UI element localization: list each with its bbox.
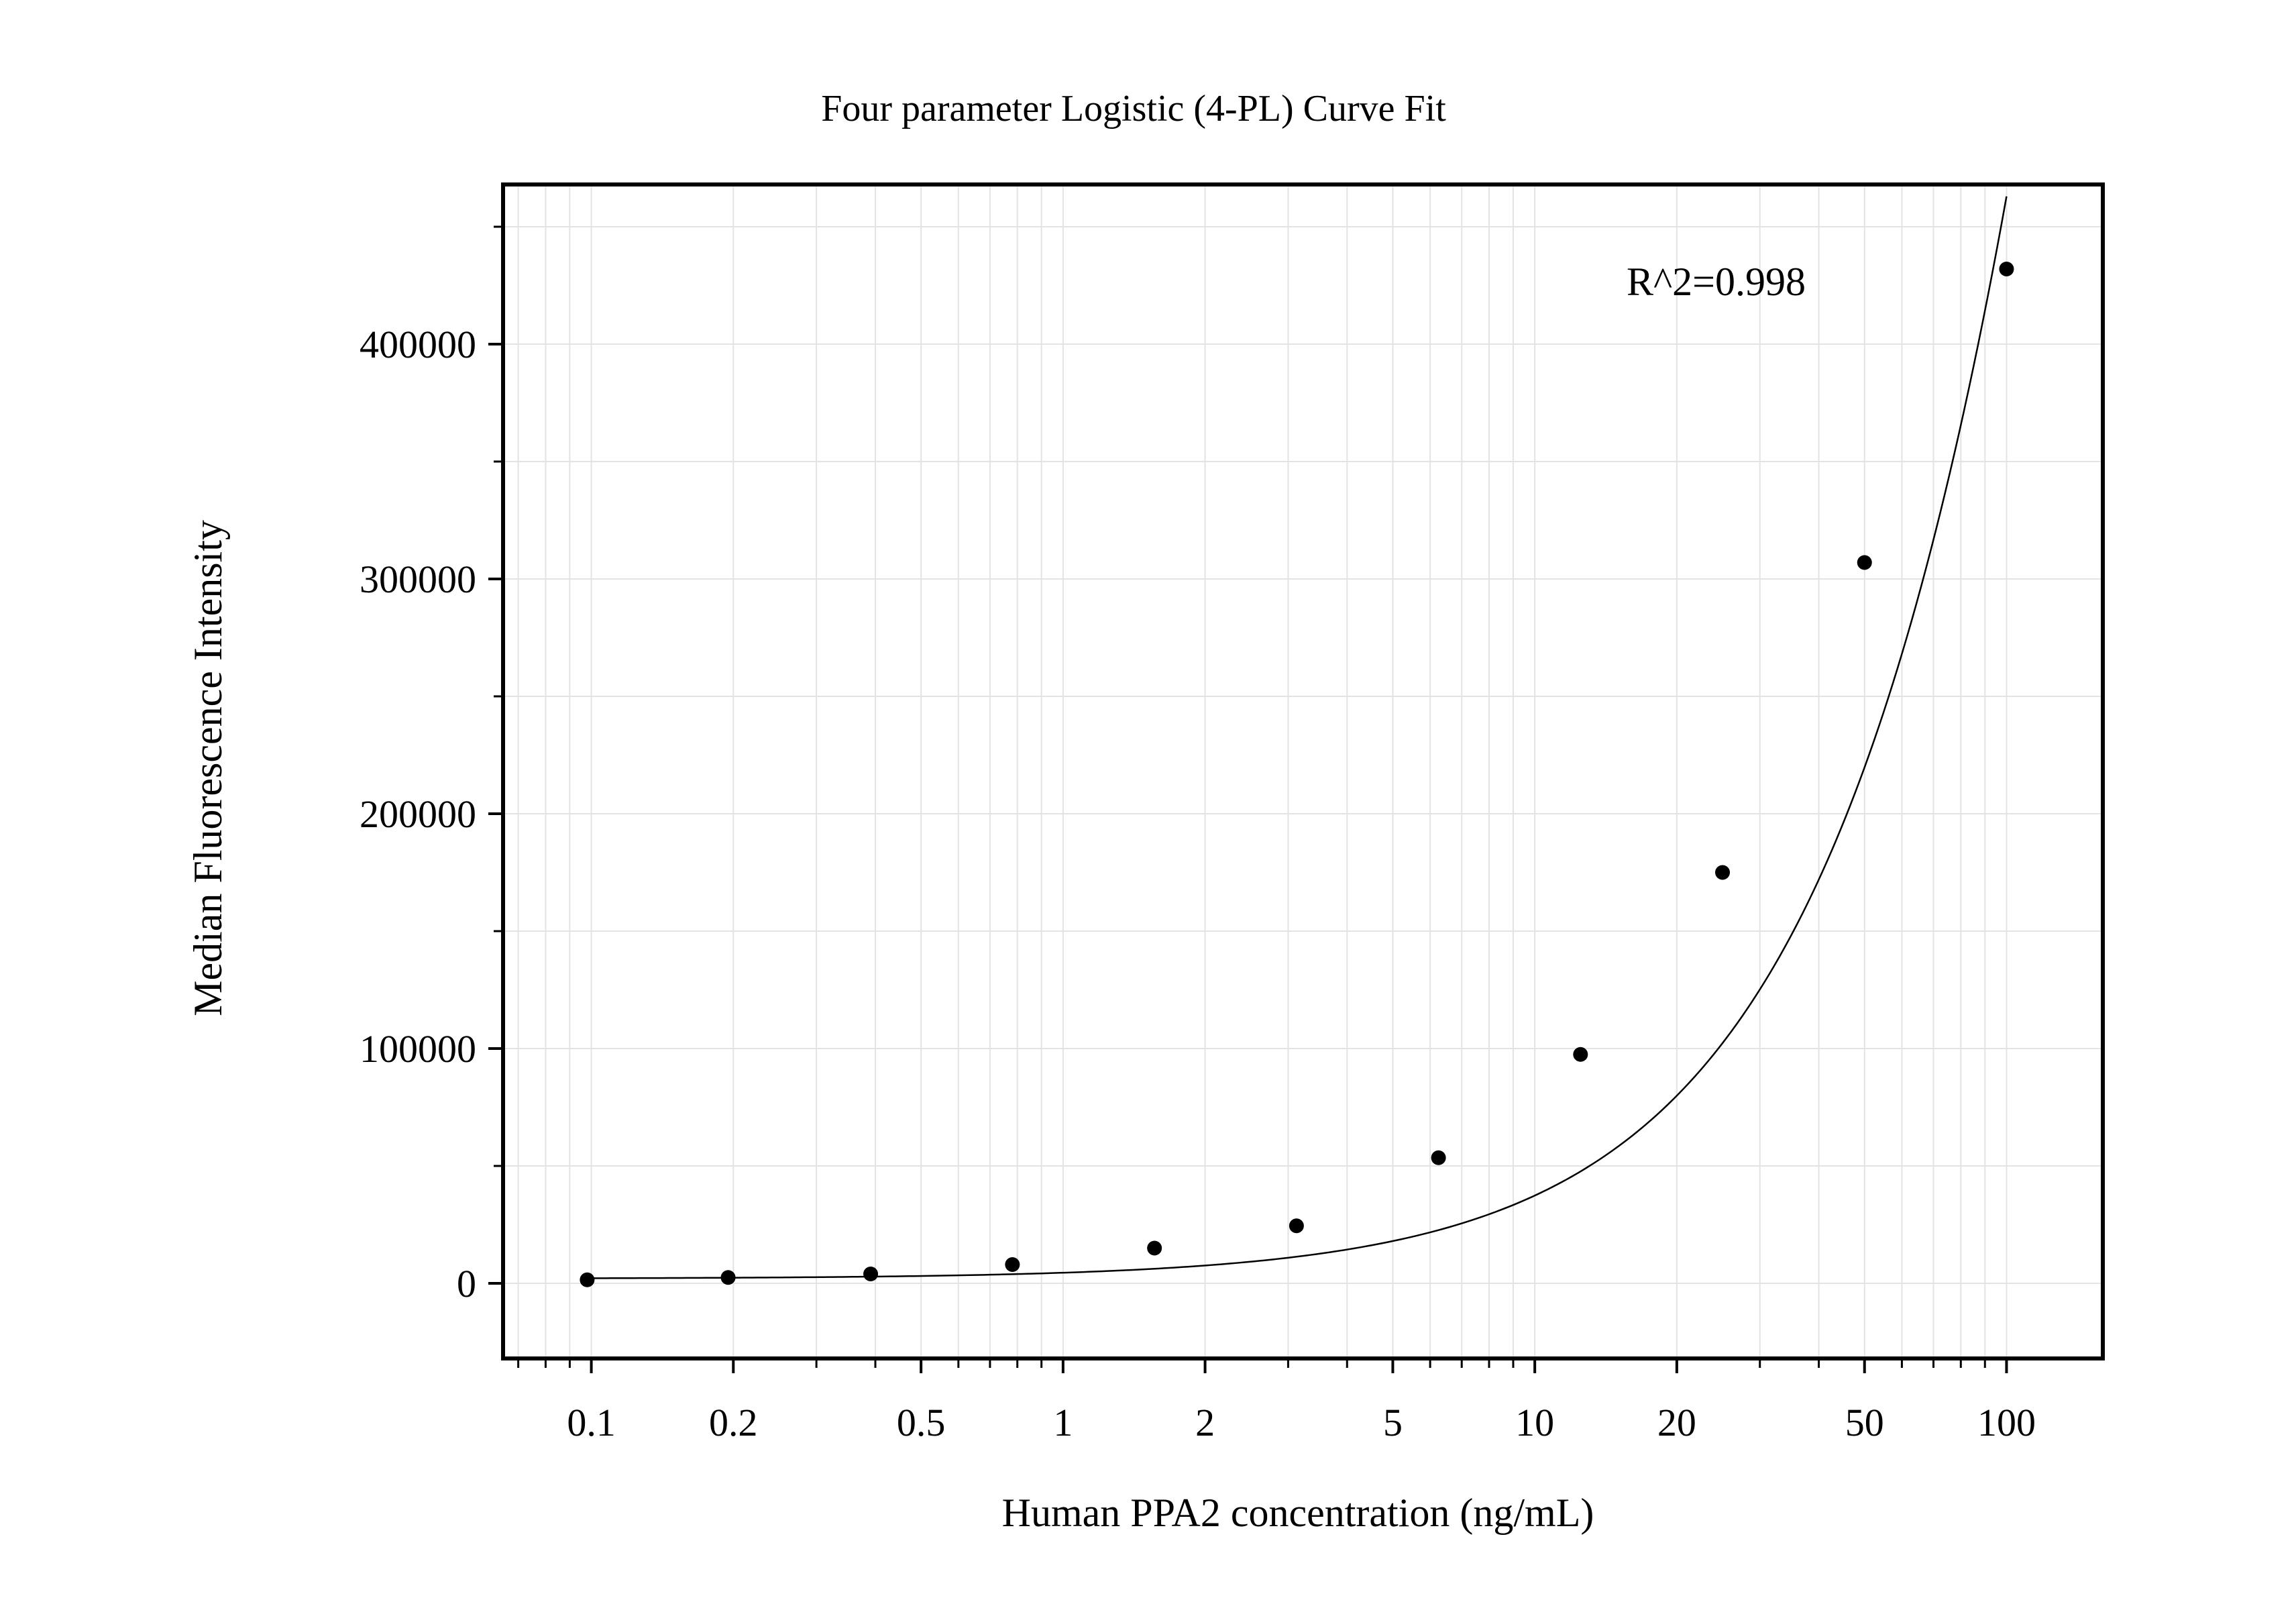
chart-title: Four parameter Logistic (4-PL) Curve Fit [821,88,1446,129]
data-point [1715,865,1731,880]
data-point [1431,1150,1446,1165]
plot-border [501,182,2105,1360]
data-point [863,1267,879,1281]
x-tick-label: 100 [1977,1401,2036,1444]
fit-curve-layer [587,196,2008,1279]
data-point [720,1270,736,1285]
x-tick-label: 2 [1195,1401,1215,1444]
x-tick-label: 20 [1657,1401,1696,1444]
x-tick-label: 0.1 [567,1401,616,1444]
data-point [1147,1240,1162,1256]
data-point [1857,555,1872,570]
grid-lines [503,184,2103,1358]
data-point [1573,1047,1588,1062]
y-tick-label: 300000 [360,557,476,601]
x-tick-label: 0.5 [897,1401,946,1444]
y-tick-label: 100000 [360,1027,476,1071]
axis-ticks [488,225,2008,1373]
x-axis-label: Human PPA2 concentration (ng/mL) [1002,1491,1594,1535]
y-tick-label: 400000 [360,323,476,366]
x-tick-label: 10 [1515,1401,1554,1444]
y-tick-label: 0 [457,1262,476,1305]
x-tick-label: 5 [1383,1401,1403,1444]
r-squared-annotation: R^2=0.998 [1627,260,1806,304]
data-points-layer [580,262,2014,1287]
x-tick-label: 50 [1845,1401,1884,1444]
tick-labels: 0.1 0.2 0.5 1 2 5 10 20 50 100 0 100000 200000 300000… [360,323,2036,1444]
x-tick-label: 0.2 [709,1401,758,1444]
plot-frame [501,182,2105,1360]
fit-curve-line [587,196,2008,1279]
data-point [1999,262,2014,276]
data-point [1005,1257,1020,1272]
y-tick-label: 200000 [360,792,476,836]
x-tick-label: 1 [1053,1401,1073,1444]
data-point [1289,1218,1304,1234]
y-axis-label: Median Fluorescence Intensity [186,520,230,1016]
data-point [580,1272,595,1287]
